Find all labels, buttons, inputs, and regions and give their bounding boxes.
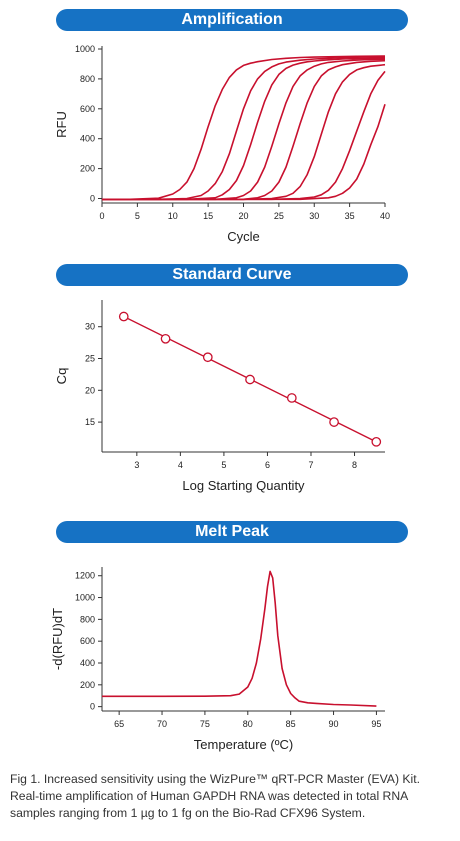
series-line: [102, 570, 377, 707]
y-tick-label: 0: [90, 194, 95, 204]
x-tick-label: 3: [134, 460, 139, 470]
y-tick-label: 800: [80, 74, 95, 84]
x-axis-label: Log Starting Quantity: [182, 478, 305, 493]
series-line: [102, 63, 386, 201]
amplification-chart: 0 5 10 15 20 25 30 35 4002004006008001000CycleRF…: [54, 44, 390, 244]
data-point: [160, 333, 171, 344]
x-tick-label: 0: [99, 211, 104, 221]
figure-caption: Fig 1. Increased sensitivity using the W…: [10, 771, 452, 822]
series-line: [102, 57, 386, 201]
caption-line: samples ranging from 1 µg to 1 fg on the…: [10, 806, 366, 820]
x-tick-label: 90: [329, 719, 339, 729]
series-line: [102, 55, 386, 201]
series-line: [102, 70, 386, 201]
caption-line: Fig 1. Increased sensitivity using the W…: [10, 772, 420, 786]
x-tick-label: 15: [203, 211, 213, 221]
x-tick-label: 40: [380, 211, 390, 221]
standard-curve-chart: 3 4 5 6 7 8 15 20 25 30 Log Starting Quantity Cq: [54, 300, 385, 493]
x-tick-label: 6: [265, 460, 270, 470]
y-axis-label: -d(RFU)dT: [50, 608, 65, 670]
data-point: [245, 374, 255, 385]
y-tick-label: 600: [80, 104, 95, 114]
y-tick-label: 1000: [75, 44, 95, 54]
data-point: [118, 311, 129, 322]
x-tick-label: 65: [114, 719, 124, 729]
y-tick-label: 25: [85, 354, 95, 364]
y-tick-label: 400: [80, 658, 95, 668]
x-tick-label: 85: [286, 719, 296, 729]
x-axis-label: Cycle: [227, 229, 260, 244]
y-axis-label: Cq: [54, 368, 69, 385]
standard-curve-title-banner: Standard Curve: [56, 264, 408, 286]
x-tick-label: 30: [309, 211, 319, 221]
y-tick-label: 1200: [75, 571, 95, 581]
y-tick-label: 600: [80, 636, 95, 646]
x-tick-label: 35: [345, 211, 355, 221]
x-axis-label: Temperature (ºC): [194, 737, 293, 752]
y-axis-label: RFU: [54, 111, 69, 138]
series-line: [102, 56, 386, 201]
y-tick-label: 800: [80, 614, 95, 624]
x-tick-label: 80: [243, 719, 253, 729]
x-tick-label: 5: [135, 211, 140, 221]
y-tick-label: 0: [90, 702, 95, 712]
y-tick-label: 1000: [75, 593, 95, 603]
data-point: [202, 352, 213, 363]
y-tick-label: 30: [85, 322, 95, 332]
y-tick-label: 20: [85, 385, 95, 395]
amplification-title-banner: Amplification: [56, 9, 408, 31]
y-tick-label: 400: [80, 134, 95, 144]
y-tick-label: 200: [80, 680, 95, 690]
y-tick-label: 200: [80, 164, 95, 174]
melt-peak-title-banner: Melt Peak: [56, 521, 408, 543]
x-tick-label: 5: [221, 460, 226, 470]
x-tick-label: 20: [238, 211, 248, 221]
melt-peak-chart: 65 70 75 80 85 90 95 0 200 400 600 800 1000 1200 Tempe…: [50, 567, 385, 752]
x-tick-label: 70: [157, 719, 167, 729]
x-tick-label: 4: [178, 460, 183, 470]
x-tick-label: 95: [371, 719, 381, 729]
data-point: [329, 417, 339, 427]
x-tick-label: 7: [308, 460, 313, 470]
caption-line: Real-time amplification of Human GAPDH R…: [10, 789, 409, 803]
data-point: [286, 393, 297, 403]
series-line: [102, 104, 386, 201]
series-line: [102, 58, 386, 201]
y-tick-label: 15: [85, 417, 95, 427]
data-point: [371, 436, 382, 447]
x-tick-label: 75: [200, 719, 210, 729]
x-tick-label: 10: [168, 211, 178, 221]
x-tick-label: 8: [352, 460, 357, 470]
x-tick-label: 25: [274, 211, 284, 221]
